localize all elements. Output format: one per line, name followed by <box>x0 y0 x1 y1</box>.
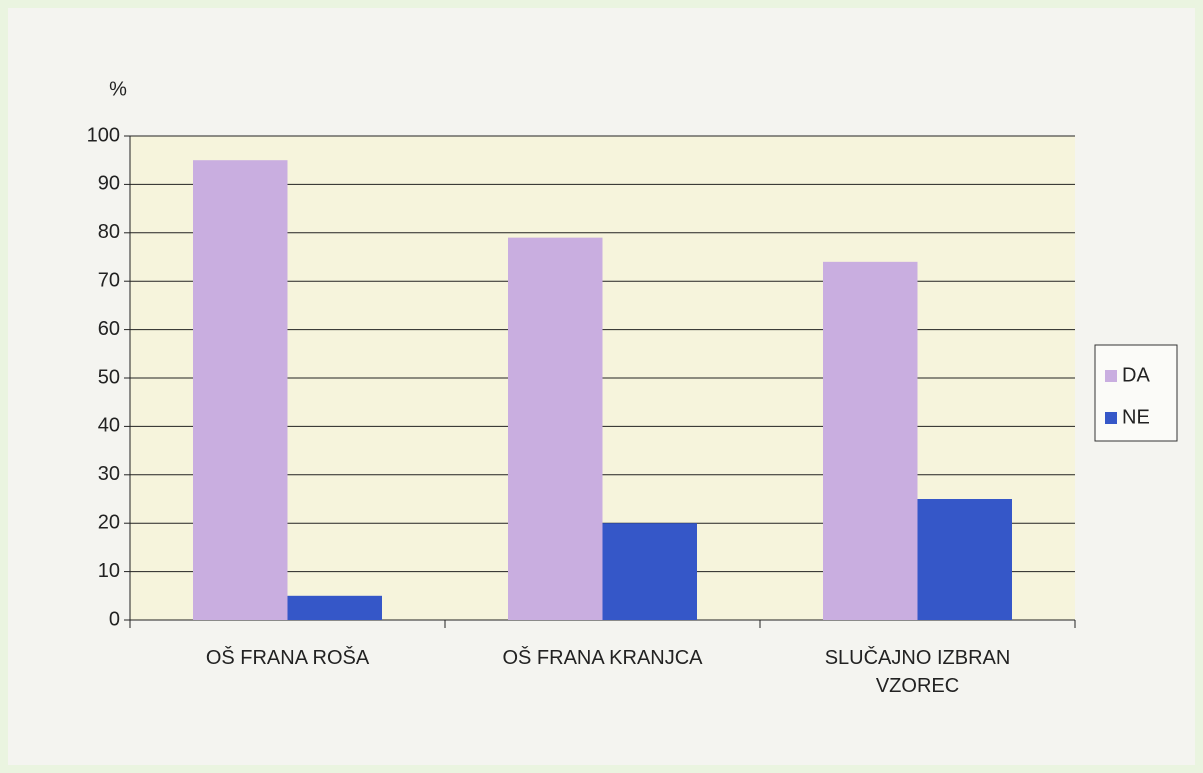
bar <box>287 595 382 620</box>
x-tick-label: SLUČAJNO IZBRAN VZOREC <box>824 647 1011 697</box>
chart-frame: % 0 10 20 30 40 50 60 70 80 90 100 DA NE OŠ FRANA RO… <box>8 8 1195 765</box>
legend-swatch <box>1105 370 1117 382</box>
bar <box>193 160 288 620</box>
y-tick-label: 80 <box>98 221 120 243</box>
y-axis-label: % <box>109 78 127 100</box>
bar <box>823 261 918 620</box>
y-tick-label: 70 <box>98 269 120 291</box>
legend-label: NE <box>1122 406 1150 428</box>
y-tick-label: 60 <box>98 318 120 340</box>
chart: % 0 10 20 30 40 50 60 70 80 90 100 DA NE <box>87 78 1178 630</box>
y-tick-label: 90 <box>98 173 120 195</box>
y-tick-label: 10 <box>98 560 120 582</box>
y-tick-label: 40 <box>98 415 120 437</box>
y-tick-label: 50 <box>98 366 120 388</box>
x-tick-label: OŠ FRANA ROŠA <box>205 647 370 669</box>
legend-label: DA <box>1122 364 1150 386</box>
bar <box>602 523 697 620</box>
legend-swatch <box>1105 412 1117 424</box>
legend-box <box>1094 344 1178 442</box>
y-tick-label: 100 <box>87 124 120 146</box>
x-tick-label: OŠ FRANA KRANJCA <box>502 647 703 669</box>
bar <box>917 499 1012 620</box>
bar <box>508 237 603 620</box>
y-tick-label: 0 <box>109 608 120 630</box>
y-tick-label: 30 <box>98 463 120 485</box>
y-tick-label: 20 <box>98 511 120 533</box>
